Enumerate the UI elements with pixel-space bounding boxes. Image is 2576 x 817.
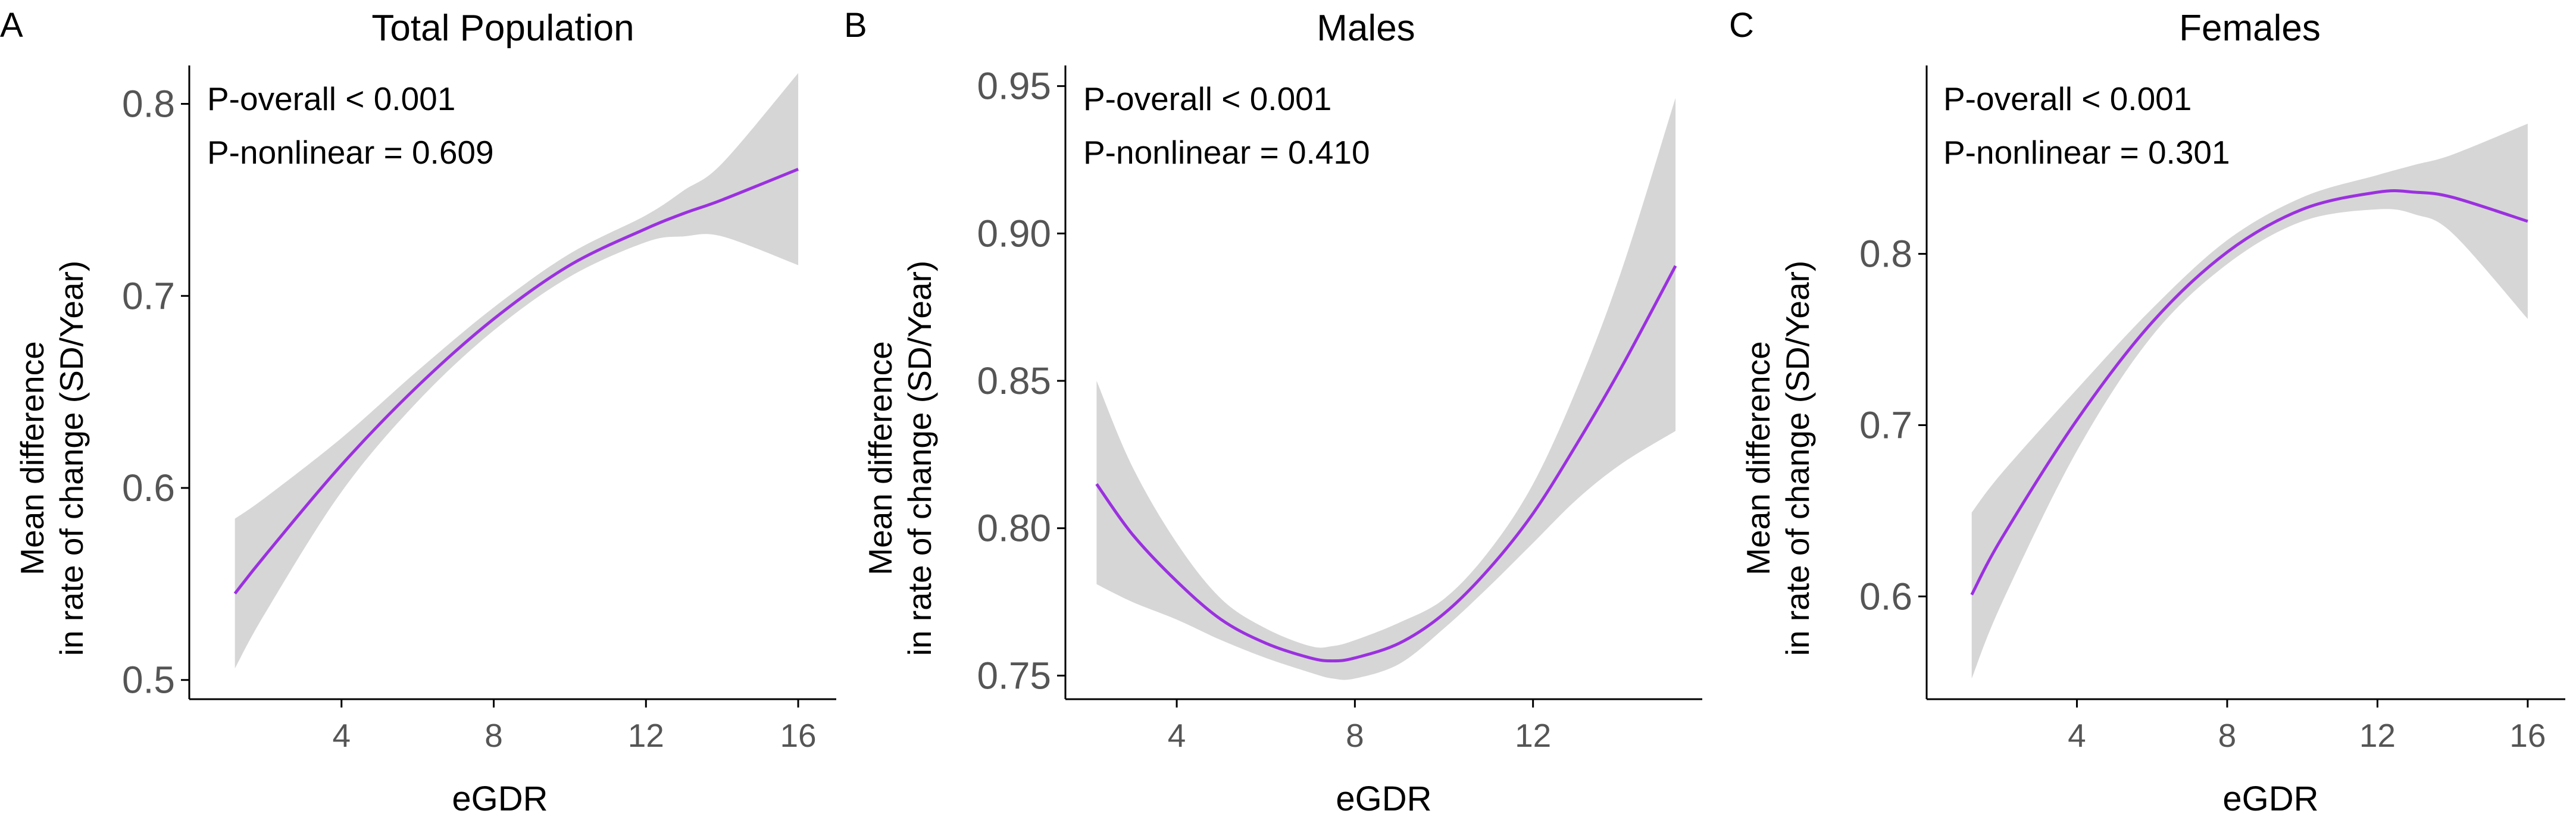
- panel-total-population: A Total Population Mean difference in ra…: [0, 6, 836, 817]
- x-tick-label: 16: [780, 717, 816, 754]
- y-axis-title: Mean difference in rate of change (SD/Ye…: [14, 261, 90, 656]
- annotation-p-overall: P-overall < 0.001: [1083, 80, 1331, 117]
- x-tick-label: 8: [1346, 717, 1364, 754]
- x-tick-label: 8: [2218, 717, 2237, 754]
- panel-title: Males: [1317, 8, 1415, 49]
- y-axis-title: Mean difference in rate of change (SD/Ye…: [1740, 261, 1816, 656]
- y-axis-title-line-1: Mean difference: [862, 341, 899, 575]
- x-tick-label: 4: [1168, 717, 1186, 754]
- confidence-band: [1971, 123, 2528, 679]
- y-tick-label: 0.8: [122, 83, 175, 126]
- panel-title: Total Population: [371, 8, 634, 49]
- confidence-band: [1096, 98, 1676, 680]
- y-tick-label: 0.7: [122, 274, 175, 317]
- y-tick-label: 0.95: [977, 65, 1051, 108]
- plot-area: 0.75 0.80 0.85 0.90 0.95 4 8 12: [977, 65, 1702, 754]
- fitted-curve: [1970, 189, 2528, 596]
- y-tick-label: 0.80: [977, 507, 1051, 550]
- y-tick-label: 0.7: [1859, 403, 1912, 446]
- panel-females: C Females Mean difference in rate of cha…: [1729, 6, 2565, 817]
- y-tick-label: 0.6: [122, 467, 175, 509]
- y-axis-title-line-1: Mean difference: [1740, 341, 1777, 575]
- x-tick-label: 12: [2359, 717, 2396, 754]
- y-tick-label: 0.75: [977, 654, 1051, 697]
- x-tick-label: 4: [332, 717, 351, 754]
- y-tick-label: 0.8: [1859, 233, 1912, 276]
- panel-letter: B: [844, 6, 867, 45]
- annotation-p-nonlinear: P-nonlinear = 0.410: [1083, 134, 1370, 171]
- x-tick-label: 16: [2509, 717, 2546, 754]
- x-axis-title: eGDR: [2222, 780, 2318, 817]
- y-axis-title-line-2: in rate of change (SD/Year): [1779, 261, 1816, 656]
- y-tick-label: 0.5: [122, 659, 175, 702]
- y-axis-title-line-1: Mean difference: [14, 341, 51, 575]
- fitted-curve: [233, 167, 799, 595]
- plot-area: 0.5 0.6 0.7 0.8 4 8 12 16: [122, 65, 836, 754]
- y-tick-label: 0.85: [977, 359, 1051, 402]
- y-axis-title-line-2: in rate of change (SD/Year): [53, 261, 90, 656]
- y-tick-label: 0.90: [977, 212, 1051, 255]
- x-tick-label: 12: [628, 717, 664, 754]
- x-axis-title: eGDR: [1336, 780, 1431, 817]
- x-tick-label: 4: [2068, 717, 2086, 754]
- y-tick-label: 0.6: [1859, 575, 1912, 618]
- annotation-p-overall: P-overall < 0.001: [207, 80, 455, 117]
- annotation-p-overall: P-overall < 0.001: [1943, 80, 2192, 117]
- fitted-curve: [1095, 265, 1677, 663]
- y-axis-title-line-2: in rate of change (SD/Year): [901, 261, 938, 656]
- y-axis-title: Mean difference in rate of change (SD/Ye…: [862, 261, 938, 656]
- annotation-p-nonlinear: P-nonlinear = 0.301: [1943, 134, 2230, 171]
- x-tick-label: 12: [1515, 717, 1551, 754]
- panel-letter: A: [0, 6, 23, 45]
- plot-area: 0.6 0.7 0.8 4 8 12 16: [1859, 65, 2565, 754]
- panel-letter: C: [1729, 6, 1754, 45]
- confidence-band: [235, 73, 799, 669]
- x-tick-label: 8: [484, 717, 503, 754]
- panel-males: B Males Mean difference in rate of chang…: [844, 6, 1702, 817]
- annotation-p-nonlinear: P-nonlinear = 0.609: [207, 134, 494, 171]
- panel-title: Females: [2179, 8, 2321, 49]
- x-axis-title: eGDR: [452, 780, 548, 817]
